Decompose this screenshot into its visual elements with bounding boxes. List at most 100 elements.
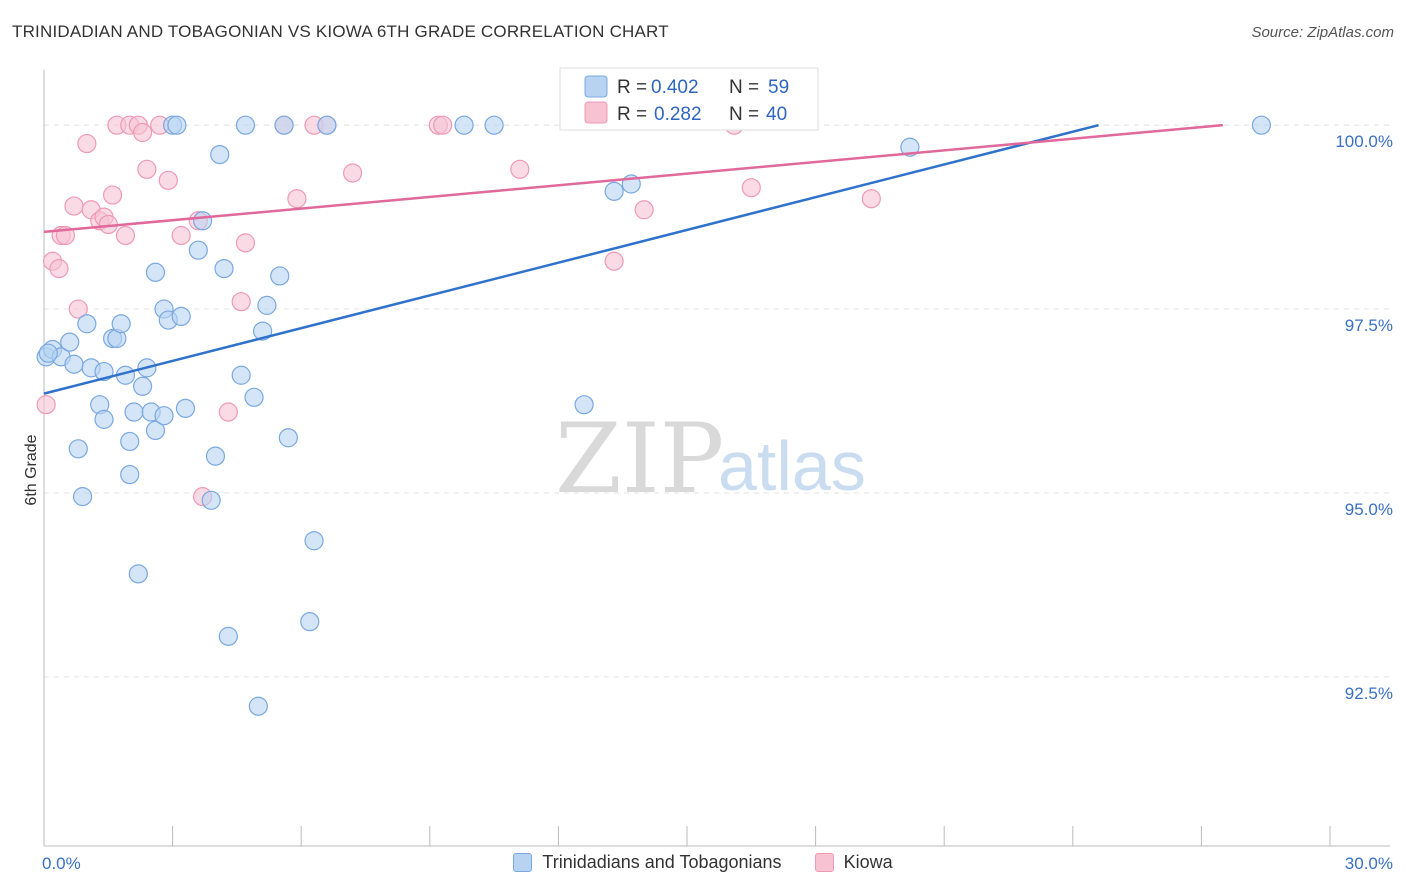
trinidadian-point [201, 490, 221, 510]
kiowa-point [102, 185, 123, 205]
kiowa-point [510, 159, 530, 179]
y-tick-label: 95.0% [1345, 500, 1393, 519]
source-label: Source: ZipAtlas.com [1251, 24, 1394, 41]
trinidadian-point [274, 115, 294, 135]
trinidadian-point [300, 612, 320, 632]
kiowa-point [604, 251, 624, 271]
legend-n-value-1: 59 [768, 77, 789, 98]
kiowa-point [343, 163, 363, 183]
watermark-atlas: atlas [718, 427, 866, 505]
trinidadian-point [120, 431, 140, 452]
trinidadian-point [214, 258, 234, 279]
trinidadian-point [64, 354, 84, 374]
kiowa-point [64, 196, 84, 216]
trinidadian-point [317, 115, 337, 135]
trinidadian-point [257, 295, 277, 315]
trinidadian-point [132, 376, 153, 396]
legend-item-trinidadians: Trinidadians and Tobagonians [513, 852, 782, 873]
trinidadian-point [574, 395, 594, 415]
trinidadian-point [231, 365, 251, 385]
legend-swatch-pink [584, 101, 608, 124]
trinidadian-point [175, 398, 196, 418]
trinidadian-point [60, 332, 80, 352]
legend-n-label-2: N = [729, 104, 759, 125]
kiowa-point [433, 115, 453, 135]
trinidadian-point [38, 343, 58, 363]
stats-legend: R = 0.402 N = 59 R = 0.282 N = 40 [559, 67, 819, 131]
legend-n-value-2: 40 [766, 104, 787, 125]
trinidadian-point [171, 306, 191, 327]
y-tick-labels: 92.5% 95.0% 97.5% 100.0% [1335, 132, 1393, 703]
legend-r-label-1: R = [617, 77, 647, 98]
legend-r-label-2: R = [617, 104, 647, 125]
kiowa-point [861, 189, 881, 209]
kiowa-point [218, 402, 238, 422]
trinidadian-point [235, 115, 256, 135]
trinidadian-point [145, 262, 166, 282]
kiowa-point [36, 395, 56, 415]
trinidadian-point [193, 211, 213, 231]
kiowa-point [171, 225, 191, 246]
trinidadian-point [244, 387, 264, 407]
legend-n-label-1: N = [729, 77, 759, 98]
trinidadian-point [145, 420, 166, 441]
watermark: ZIP atlas [555, 403, 866, 515]
y-tick-label: 100.0% [1335, 132, 1393, 151]
trinidadian-point [900, 137, 920, 157]
watermark-zip: ZIP [555, 403, 724, 515]
kiowa-point [77, 133, 97, 154]
legend-swatch-trinidadians [513, 853, 533, 872]
y-axis-label: 6th Grade [23, 434, 40, 505]
x-tick-labels: 0.0% 30.0% [42, 854, 1393, 873]
kiowa-point [158, 170, 178, 190]
trinidadian-point [604, 181, 624, 201]
trinidadian-point [278, 428, 298, 448]
trinidadian-point [248, 696, 268, 716]
trinidadian-point [484, 115, 504, 135]
kiowa-point [741, 178, 761, 198]
trinidadian-point [154, 406, 174, 426]
kiowa-point [49, 258, 69, 279]
legend-swatch-kiowa [814, 853, 834, 872]
kiowa-point [137, 159, 157, 179]
trinidadian-points [36, 115, 1272, 716]
trinidadian-point [124, 402, 144, 422]
kiowa-trend-line [43, 123, 1223, 234]
trinidadian-trend-line [43, 123, 1099, 395]
kiowa-point [68, 299, 88, 319]
trinidadian-point [77, 314, 97, 334]
chart-title: TRINIDADIAN AND TOBAGONIAN VS KIOWA 6TH … [12, 22, 669, 41]
legend-item-kiowa: Kiowa [814, 852, 893, 873]
trinidadian-point [72, 487, 93, 507]
kiowa-point [634, 200, 654, 220]
kiowa-point [287, 189, 307, 209]
legend-label-kiowa: Kiowa [843, 852, 893, 872]
legend-r-value-2: 0.282 [654, 104, 702, 125]
axes [43, 70, 1390, 847]
trinidadian-point [218, 626, 238, 646]
trinidadian-point [167, 115, 187, 135]
x-tick-label-end: 30.0% [1345, 854, 1393, 873]
x-tick-label-start: 0.0% [42, 854, 81, 873]
kiowa-point [132, 122, 153, 143]
y-tick-label: 92.5% [1345, 684, 1393, 703]
trinidadian-point [120, 464, 140, 485]
y-tick-label: 97.5% [1345, 316, 1393, 335]
series-legend: Trinidadians and Tobagonians Kiowa [0, 852, 1406, 877]
kiowa-point [231, 292, 251, 312]
trinidadian-point [454, 115, 474, 135]
trinidadian-point [188, 240, 208, 260]
trinidadian-point [304, 531, 324, 551]
trinidadian-point [1251, 115, 1272, 135]
kiowa-point [235, 233, 256, 253]
trinidadian-point [210, 144, 230, 165]
legend-r-value-1: 0.402 [651, 77, 699, 98]
trend-lines [43, 123, 1223, 395]
trinidadian-point [68, 439, 88, 459]
legend-swatch-blue [584, 75, 608, 98]
legend-label-trinidadians: Trinidadians and Tobagonians [542, 852, 782, 872]
trinidadian-point [270, 266, 290, 286]
trinidadian-point [128, 564, 148, 584]
trinidadian-point [205, 446, 226, 466]
